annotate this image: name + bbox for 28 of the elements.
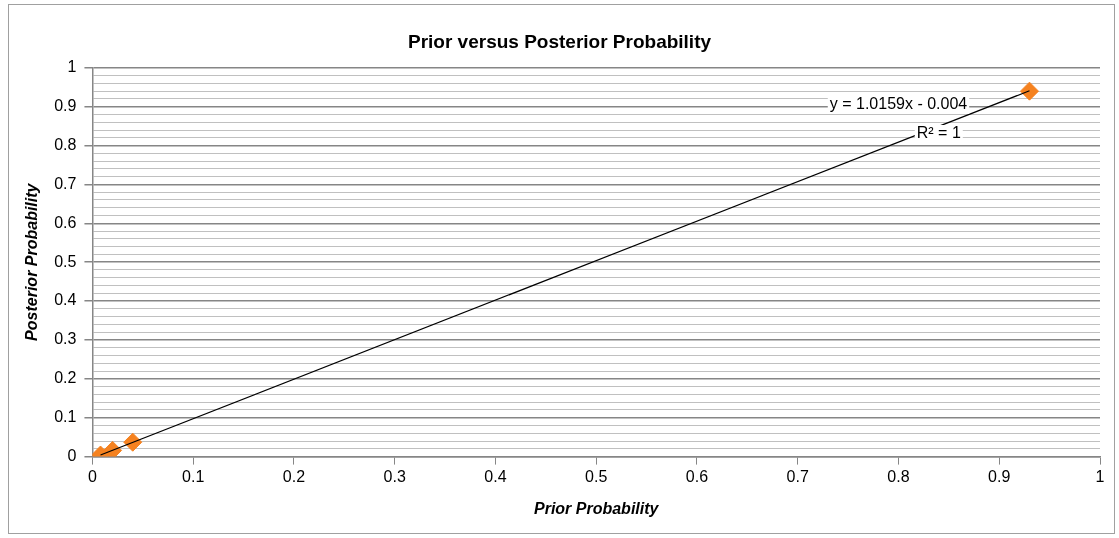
- point: [1019, 81, 1039, 101]
- y-tick-label: 0.3: [54, 330, 77, 348]
- y-tick-label: 0.8: [54, 135, 77, 153]
- x-tick-label: 0.5: [585, 467, 608, 485]
- y-tick-label: 0.2: [54, 369, 77, 387]
- x-tick-label: 0.2: [282, 467, 306, 485]
- x-tick-label: 0.9: [988, 467, 1011, 485]
- chart-title: Prior versus Posterior Probability: [407, 30, 712, 52]
- x-tick-label: 0.6: [685, 467, 709, 485]
- x-tick-label: 0.1: [182, 467, 205, 485]
- y-tick-label: 0.7: [54, 174, 77, 192]
- y-tick-label: 0: [67, 447, 77, 465]
- y-tick-label: 0.1: [54, 408, 77, 426]
- x-tick-label: 0: [87, 467, 97, 485]
- x-axis-title: Prior Probability: [533, 499, 660, 517]
- annotation: R² = 1: [916, 124, 961, 142]
- y-tick-label: 0.5: [54, 252, 77, 270]
- y-tick-label: 0.6: [54, 213, 77, 231]
- y-axis-title: Posterior Probability: [23, 182, 41, 341]
- y-tick-label: 0.4: [54, 291, 77, 309]
- x-tick-label: 0.8: [887, 467, 910, 485]
- y-tick-label: 1: [67, 58, 77, 76]
- x-tick-label: 0.7: [786, 467, 809, 485]
- x-tick-label: 1: [1095, 467, 1105, 485]
- annotation: y = 1.0159x - 0.004: [829, 95, 968, 113]
- x-tick-label: 0.3: [383, 467, 406, 485]
- y-tick-label: 0.9: [54, 97, 77, 115]
- x-tick-label: 0.4: [484, 467, 507, 485]
